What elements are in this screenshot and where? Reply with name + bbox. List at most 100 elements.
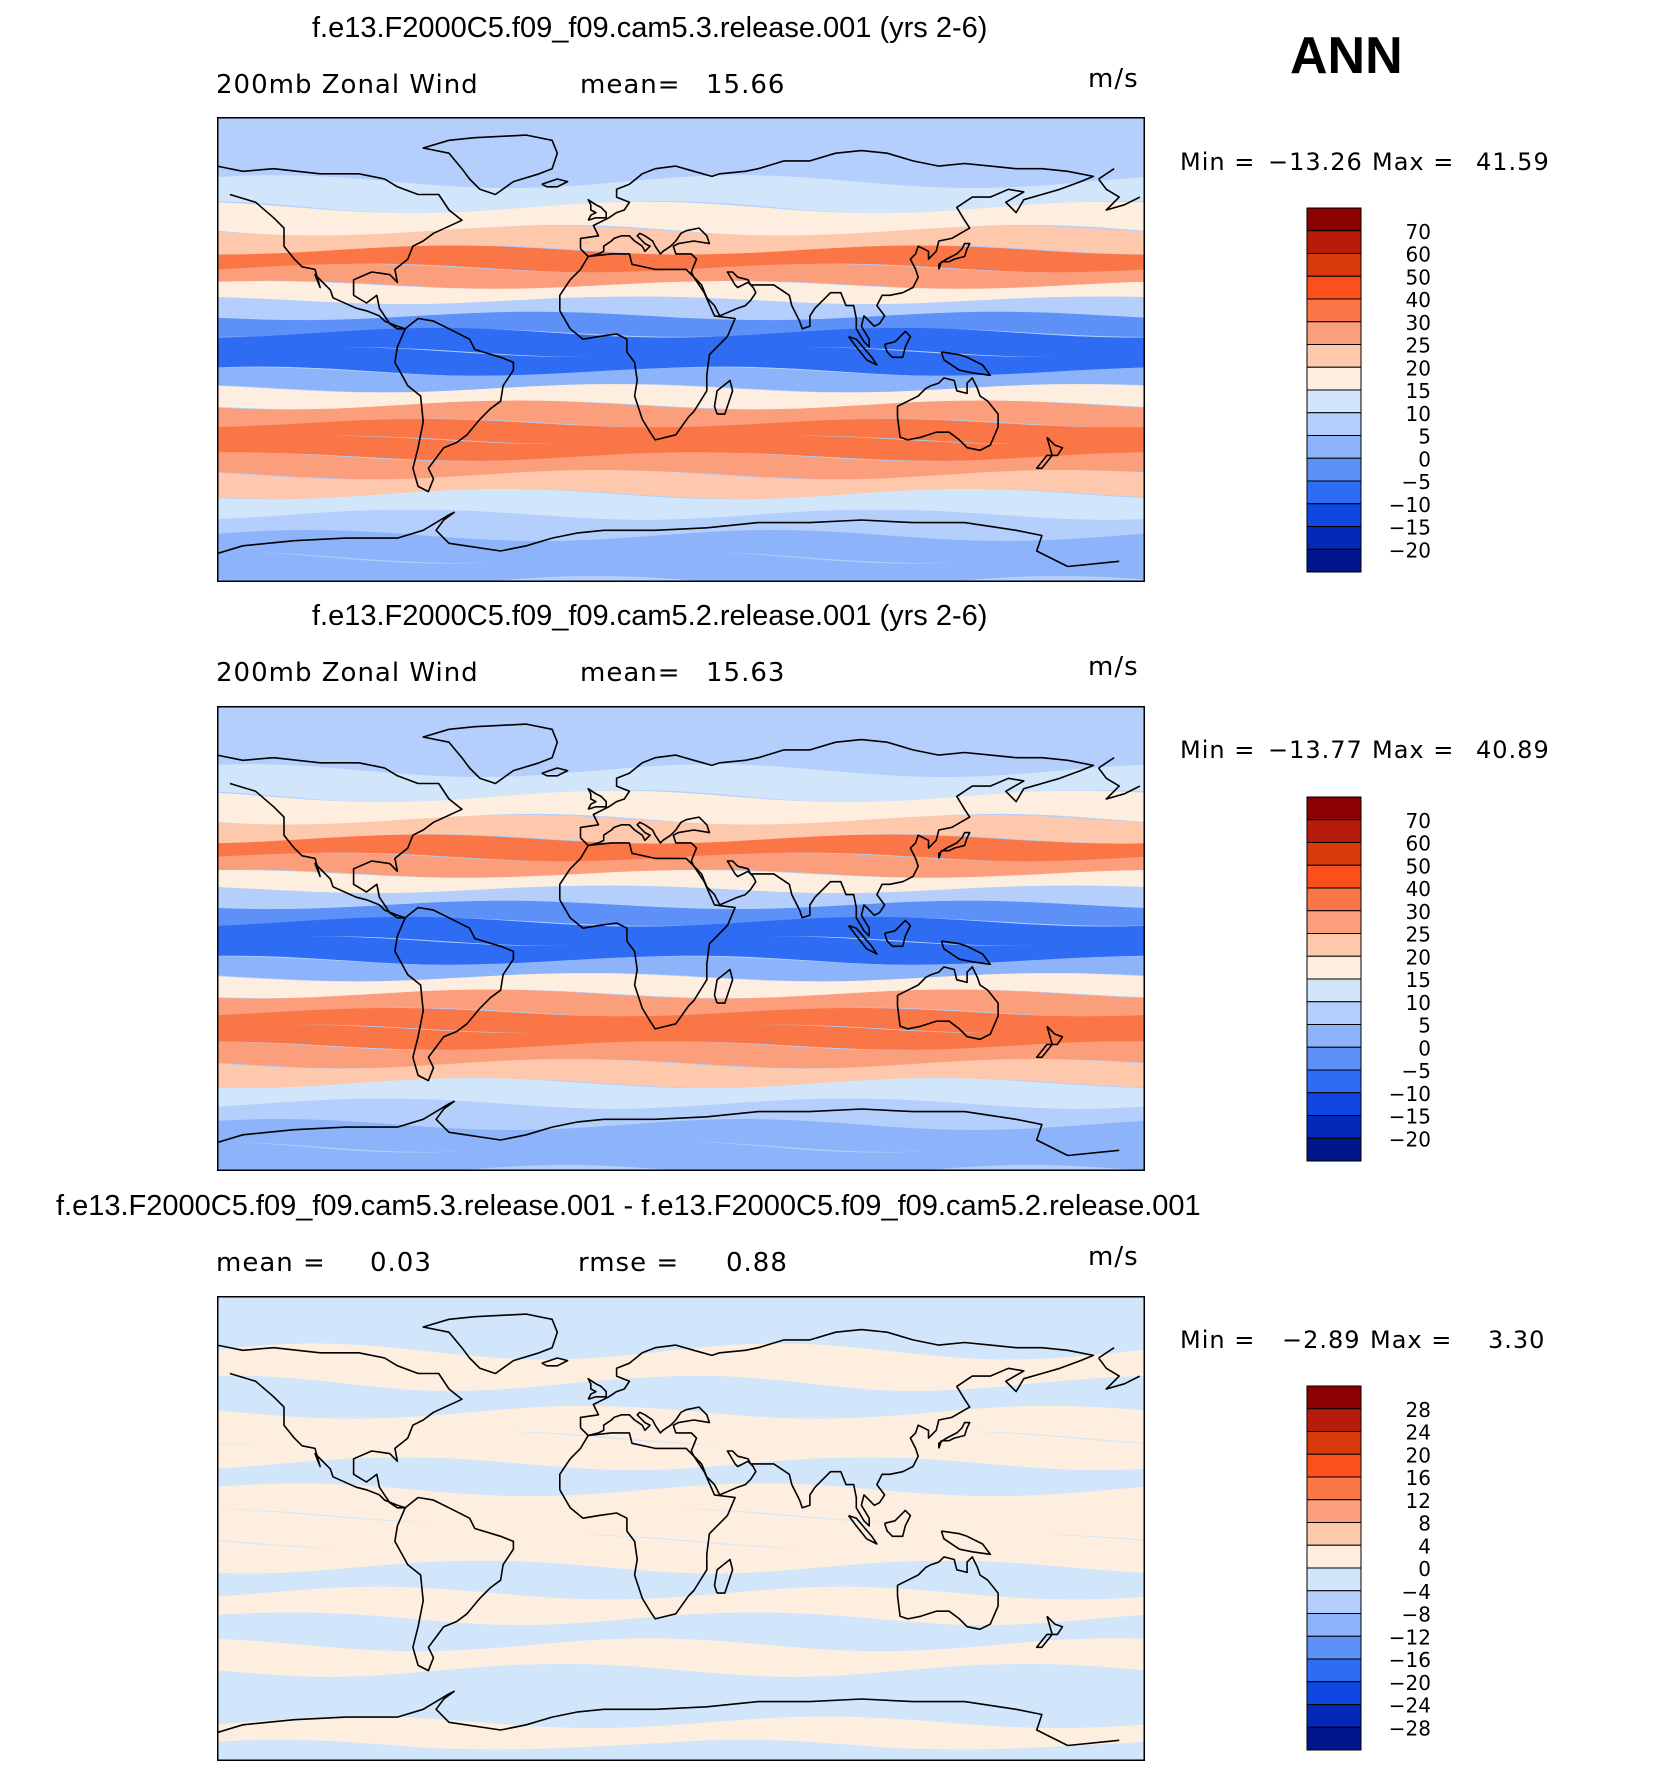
colorbar-tick-label: 70	[1406, 809, 1431, 833]
coastline	[940, 940, 992, 966]
colorbar-tick-label: −12	[1389, 1625, 1431, 1649]
colorbar-segment	[1306, 842, 1362, 866]
colorbar-tick-label: 28	[1406, 1398, 1431, 1422]
map-frame	[217, 706, 1145, 1171]
colorbar-tick-label: 0	[1418, 1036, 1431, 1060]
colorbar-segment	[1306, 435, 1362, 459]
colorbar-segment	[1306, 366, 1362, 391]
panel2-units: m/s	[1088, 652, 1139, 682]
coastline	[883, 919, 912, 948]
coastline	[883, 1509, 912, 1538]
map-band	[217, 281, 1145, 305]
colorbar-segment	[1306, 1137, 1362, 1162]
colorbar-segment	[1306, 298, 1362, 323]
map-band	[217, 1343, 1145, 1392]
colorbar-segment	[1306, 1046, 1362, 1071]
colorbar-tick-label: 25	[1406, 334, 1431, 358]
colorbar-segment	[1306, 1408, 1362, 1432]
map-band	[217, 900, 1145, 926]
map-band	[217, 347, 1145, 377]
coastline	[579, 149, 1095, 348]
colorbar-segment	[1306, 955, 1362, 980]
map-band	[217, 225, 1145, 255]
colorbar-tick-label: −28	[1389, 1716, 1431, 1740]
colorbar-segment	[1306, 1385, 1362, 1410]
colorbar-segment	[1306, 275, 1362, 300]
colorbar-tick-label: 5	[1418, 1014, 1431, 1038]
colorbar-tick-label: 25	[1406, 923, 1431, 947]
map-band	[217, 916, 1145, 946]
coastline	[940, 1530, 992, 1556]
colorbar-segment	[1306, 864, 1362, 889]
colorbar-tick-label: −10	[1389, 1082, 1431, 1106]
colorbar-tick-label: −15	[1389, 1105, 1431, 1129]
map-band	[217, 1008, 1145, 1034]
panel2-max-label: Max =	[1372, 736, 1455, 764]
colorbar-segment	[1306, 548, 1362, 573]
coastline	[217, 1690, 1120, 1747]
colorbar-segment	[1306, 321, 1362, 345]
map-band	[217, 1376, 1145, 1420]
colorbar-segment	[1306, 1024, 1362, 1048]
colorbar-segment	[1306, 1476, 1362, 1501]
colorbar-segment	[1306, 819, 1362, 843]
map-frame	[217, 1296, 1145, 1761]
map-band	[217, 852, 1145, 879]
coastline	[587, 1377, 607, 1401]
colorbar-tick-label: 24	[1406, 1421, 1431, 1445]
map-band	[217, 1309, 1145, 1360]
panel1-mean-label: mean=	[580, 70, 681, 100]
colorbar-segment	[1306, 480, 1362, 505]
coastline	[217, 511, 1120, 568]
colorbar-tick-label: −8	[1402, 1603, 1431, 1627]
map-band	[217, 1098, 1145, 1130]
panel2-mean-label: mean=	[580, 658, 681, 688]
map-band	[217, 956, 1145, 982]
map-band	[217, 1119, 1145, 1152]
coastline	[541, 1357, 569, 1367]
colorbar-segment	[1306, 1001, 1362, 1025]
map-band	[217, 1638, 1145, 1677]
map-band	[217, 452, 1145, 480]
colorbar-tick-label: 60	[1406, 832, 1431, 856]
panel3-max-label: Max =	[1370, 1326, 1453, 1354]
colorbar-tick-label: 60	[1406, 243, 1431, 267]
panel3-mean-label: mean =	[216, 1248, 326, 1278]
map-band	[217, 1140, 1145, 1171]
coastline	[217, 165, 1141, 493]
map-band	[217, 435, 1145, 461]
map-band	[217, 1690, 1145, 1729]
panel1-min-value: −13.26	[1268, 148, 1363, 176]
colorbar-tick-label: 0	[1418, 1557, 1431, 1581]
colorbar-segment	[1306, 933, 1362, 957]
coastline	[217, 1100, 1120, 1157]
map-band	[217, 1483, 1145, 1522]
map-band	[217, 400, 1145, 428]
map-band	[217, 1405, 1145, 1445]
panel3-min-label: Min =	[1180, 1326, 1256, 1354]
colorbar-tick-label: −20	[1389, 538, 1431, 562]
coastline	[559, 1432, 736, 1620]
map-band	[217, 706, 1145, 726]
colorbar-segment	[1306, 412, 1362, 436]
panel1-max-value: 41.59	[1476, 148, 1550, 176]
map-band	[217, 1431, 1145, 1471]
map-band	[217, 1059, 1145, 1088]
coastline	[422, 1313, 559, 1375]
coastline	[422, 134, 559, 196]
colorbar-segment	[1306, 1635, 1362, 1660]
map-band	[217, 814, 1145, 844]
coastline	[713, 1558, 734, 1594]
map-band	[217, 790, 1145, 826]
coastline	[847, 1514, 878, 1545]
coastline	[587, 787, 607, 811]
map-band	[217, 764, 1145, 803]
colorbar-tick-label: 50	[1406, 265, 1431, 289]
panel2-mean-value: 15.63	[706, 658, 786, 688]
colorbar-tick-label: 8	[1418, 1512, 1431, 1536]
colorbar-segment	[1306, 1092, 1362, 1116]
panel2-title: f.e13.F2000C5.f09_f09.cam5.2.release.001…	[312, 600, 988, 632]
colorbar-segment	[1306, 1658, 1362, 1683]
colorbar-segment	[1306, 207, 1362, 232]
colorbar-segment	[1306, 389, 1362, 414]
